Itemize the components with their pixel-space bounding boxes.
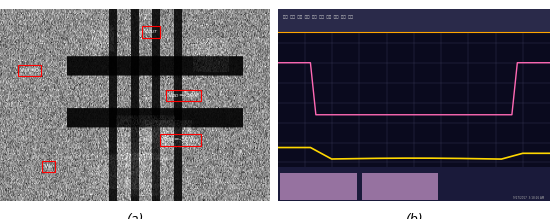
Text: V$_{IN}$: V$_{IN}$	[43, 162, 54, 171]
Bar	[278, 9, 550, 32]
Text: 9/27/2017  3:18:26 AM: 9/27/2017 3:18:26 AM	[513, 196, 544, 200]
Text: V$_{SS}$=0: V$_{SS}$=0	[19, 66, 40, 75]
Text: V$_{DD}$=-30V: V$_{DD}$=-30V	[167, 91, 200, 100]
Text: (b): (b)	[405, 213, 423, 219]
Text: (a): (a)	[126, 213, 144, 219]
Bar	[362, 173, 438, 200]
Text: 圖面  量測  分析  數學  圖表  波形  置測  顯示  工具  說明: 圖面 量測 分析 數學 圖表 波形 置測 顯示 工具 說明	[283, 15, 353, 19]
Text: V$_{DD}$=-30V$_{ac}$: V$_{DD}$=-30V$_{ac}$	[162, 135, 200, 144]
Text: V$_{OUT}$: V$_{OUT}$	[143, 27, 159, 36]
Bar	[280, 173, 357, 200]
Bar	[278, 167, 550, 201]
